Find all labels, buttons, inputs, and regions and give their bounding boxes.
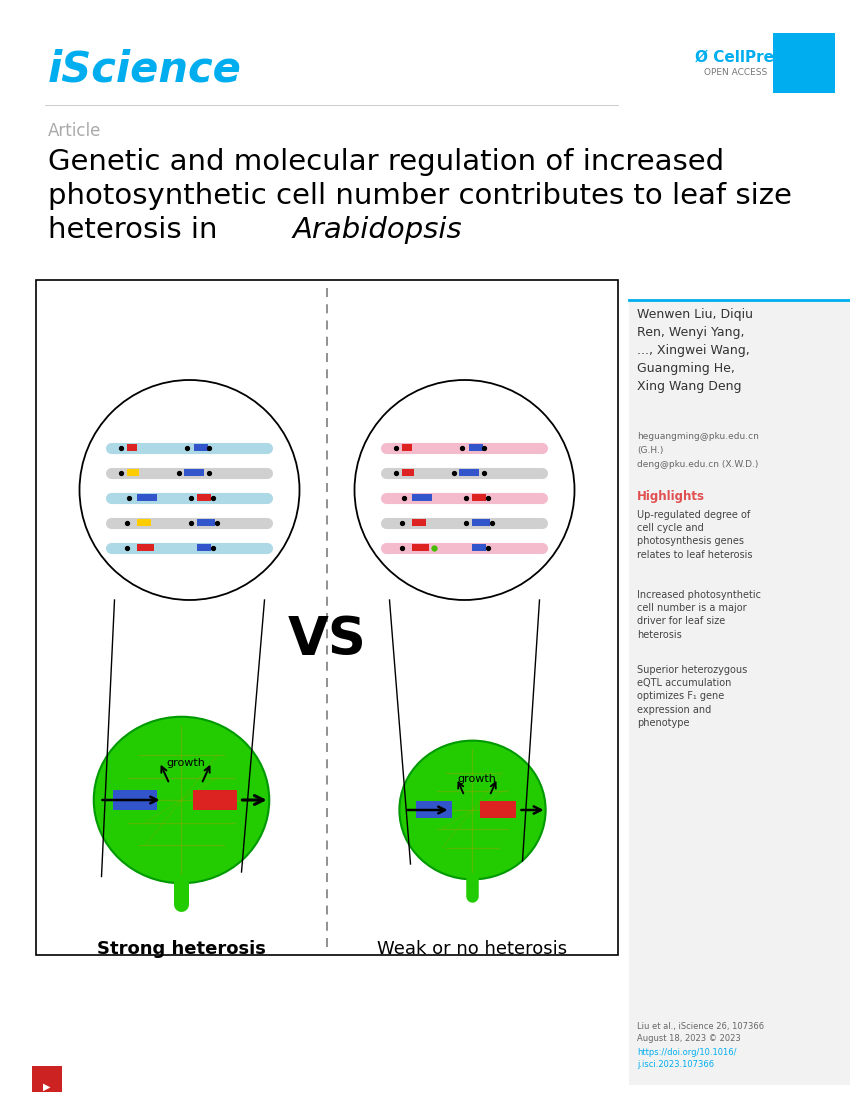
FancyBboxPatch shape xyxy=(138,519,151,526)
FancyBboxPatch shape xyxy=(629,299,850,1085)
Text: OPEN ACCESS: OPEN ACCESS xyxy=(704,69,768,77)
FancyBboxPatch shape xyxy=(460,469,479,476)
Text: Up-regulated degree of
cell cycle and
photosynthesis genes
relates to leaf heter: Up-regulated degree of cell cycle and ph… xyxy=(637,511,752,559)
Text: (G.H.): (G.H.) xyxy=(637,446,663,455)
FancyBboxPatch shape xyxy=(32,1066,62,1092)
FancyBboxPatch shape xyxy=(128,444,138,451)
Text: Liu et al., iScience 26, 107366
August 18, 2023 © 2023: Liu et al., iScience 26, 107366 August 1… xyxy=(637,1022,764,1043)
Text: Genetic and molecular regulation of increased: Genetic and molecular regulation of incr… xyxy=(48,148,724,176)
Text: growth: growth xyxy=(166,758,205,768)
Text: https://doi.org/10.1016/
j.isci.2023.107366: https://doi.org/10.1016/ j.isci.2023.107… xyxy=(637,1048,736,1069)
Text: heterosis in: heterosis in xyxy=(48,215,227,244)
FancyBboxPatch shape xyxy=(403,469,415,476)
Circle shape xyxy=(80,380,299,600)
Text: Superior heterozygous
eQTL accumulation
optimizes F₁ gene
expression and
phenoty: Superior heterozygous eQTL accumulation … xyxy=(637,665,747,728)
FancyBboxPatch shape xyxy=(138,544,155,551)
Text: Article: Article xyxy=(48,122,101,140)
FancyBboxPatch shape xyxy=(473,544,486,551)
Circle shape xyxy=(354,380,575,600)
FancyBboxPatch shape xyxy=(36,280,618,955)
Text: Increased photosynthetic
cell number is a major
driver for leaf size
heterosis: Increased photosynthetic cell number is … xyxy=(637,590,761,640)
Ellipse shape xyxy=(94,717,269,883)
Ellipse shape xyxy=(400,740,546,880)
Text: deng@pku.edu.cn (X.W.D.): deng@pku.edu.cn (X.W.D.) xyxy=(637,460,758,469)
FancyBboxPatch shape xyxy=(773,33,835,93)
FancyBboxPatch shape xyxy=(473,519,490,526)
Text: Highlights: Highlights xyxy=(637,490,705,503)
FancyBboxPatch shape xyxy=(469,444,484,451)
Text: photosynthetic cell number contributes to leaf size: photosynthetic cell number contributes t… xyxy=(48,182,792,210)
FancyBboxPatch shape xyxy=(412,519,427,526)
Text: Wenwen Liu, Diqiu
Ren, Wenyi Yang,
..., Xingwei Wang,
Guangming He,
Xing Wang De: Wenwen Liu, Diqiu Ren, Wenyi Yang, ..., … xyxy=(637,308,753,393)
Text: Strong heterosis: Strong heterosis xyxy=(97,940,266,958)
FancyBboxPatch shape xyxy=(197,519,216,526)
Text: Arabidopsis: Arabidopsis xyxy=(293,215,462,244)
FancyBboxPatch shape xyxy=(197,544,212,551)
Text: Ø CellPress: Ø CellPress xyxy=(695,50,792,65)
FancyBboxPatch shape xyxy=(480,801,517,818)
FancyBboxPatch shape xyxy=(197,494,212,501)
Text: heguangming@pku.edu.cn: heguangming@pku.edu.cn xyxy=(637,432,759,441)
Text: iScience: iScience xyxy=(48,48,242,90)
FancyBboxPatch shape xyxy=(416,801,452,818)
Text: growth: growth xyxy=(457,774,496,785)
Text: Weak or no heterosis: Weak or no heterosis xyxy=(377,940,568,958)
FancyBboxPatch shape xyxy=(184,469,205,476)
FancyBboxPatch shape xyxy=(195,444,208,451)
FancyBboxPatch shape xyxy=(128,469,139,476)
FancyBboxPatch shape xyxy=(473,494,486,501)
Text: ▶: ▶ xyxy=(43,1082,51,1092)
Text: VS: VS xyxy=(287,614,366,666)
FancyBboxPatch shape xyxy=(412,544,429,551)
FancyBboxPatch shape xyxy=(114,790,157,810)
FancyBboxPatch shape xyxy=(138,494,157,501)
FancyBboxPatch shape xyxy=(403,444,412,451)
FancyBboxPatch shape xyxy=(412,494,433,501)
FancyBboxPatch shape xyxy=(194,790,237,810)
